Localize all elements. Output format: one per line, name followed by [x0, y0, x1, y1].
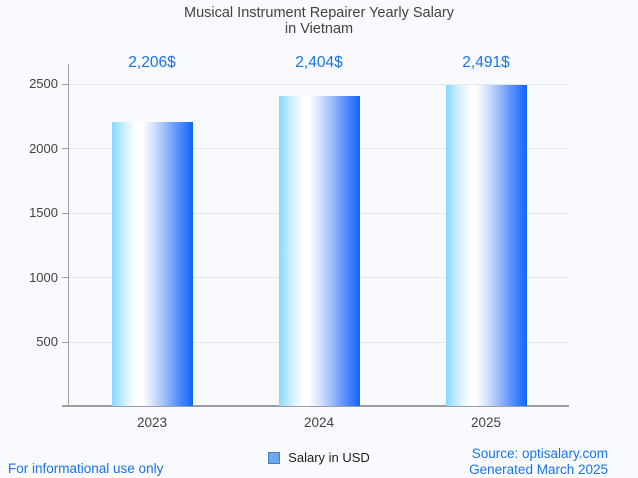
ylabel-500: 500 [36, 334, 58, 349]
ytick-2000 [62, 148, 68, 149]
legend-label: Salary in USD [288, 450, 370, 465]
legend-swatch-icon [268, 451, 281, 464]
legend: Salary in USD [0, 450, 638, 465]
ytick-500 [62, 342, 68, 343]
bar-2024 [279, 96, 360, 406]
chart-title: Musical Instrument Repairer Yearly Salar… [0, 5, 638, 37]
xlabel-2025: 2025 [470, 415, 502, 430]
bar-value-label-2024: 2,404$ [295, 54, 343, 71]
disclaimer-text: For informational use only [8, 461, 164, 476]
source-attribution: Source: optisalary.com Generated March 2… [469, 446, 608, 478]
y-axis-line [68, 64, 69, 406]
x-axis-line [62, 405, 569, 407]
gridline-2500 [68, 84, 569, 85]
ylabel-1500: 1500 [29, 205, 58, 220]
bar-value-label-2023: 2,206$ [128, 54, 176, 71]
chart-title-line2: in Vietnam [284, 21, 354, 37]
xlabel-2024: 2024 [303, 415, 335, 430]
ylabel-2500: 2500 [29, 76, 58, 91]
bar-2025 [446, 85, 527, 406]
generated-date-text: Generated March 2025 [469, 462, 608, 477]
xlabel-2023: 2023 [136, 415, 168, 430]
ytick-1000 [62, 277, 68, 278]
bar-value-label-2025: 2,491$ [462, 54, 510, 71]
source-link-text[interactable]: Source: optisalary.com [471, 446, 608, 461]
ytick-1500 [62, 213, 68, 214]
ytick-2500 [62, 84, 68, 85]
chart-title-line1: Musical Instrument Repairer Yearly Salar… [184, 5, 454, 21]
bar-2023 [112, 122, 193, 406]
ylabel-2000: 2000 [29, 141, 58, 156]
ylabel-1000: 1000 [29, 270, 58, 285]
